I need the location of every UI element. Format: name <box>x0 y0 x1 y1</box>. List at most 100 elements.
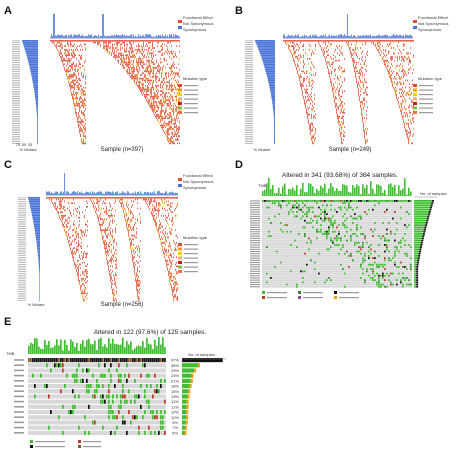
gene-label <box>245 62 253 63</box>
mutation-cell <box>362 76 363 78</box>
mutation-cell <box>335 68 336 71</box>
mutation-cell <box>74 52 75 55</box>
mutation-cell <box>137 247 138 250</box>
mutation-cell <box>107 40 108 42</box>
mutation-cell <box>164 43 165 46</box>
mutation-cell <box>340 86 341 89</box>
mutation-cell <box>156 197 157 199</box>
mutation-cell <box>74 261 75 264</box>
mutation-cell <box>171 256 172 259</box>
mutation-cell <box>78 269 79 271</box>
mutation-cell <box>79 254 80 257</box>
mutation-cell <box>353 61 354 64</box>
mutation-cell <box>84 292 85 295</box>
mutation-cell <box>305 52 306 55</box>
mutation-cell <box>106 234 107 237</box>
mutation-cell <box>386 67 387 69</box>
mutation-cell <box>178 131 179 134</box>
mutation-cell <box>311 74 312 76</box>
mutation-cell <box>85 128 86 130</box>
mutation-cell <box>171 88 172 91</box>
tmb-bar <box>368 35 369 38</box>
mutation-cell <box>68 58 69 60</box>
mutation-cell <box>310 122 311 125</box>
mutation-cell <box>66 65 67 67</box>
mutation-cell <box>169 276 170 278</box>
mutation-cell <box>171 83 172 85</box>
mutation-cell <box>388 50 389 53</box>
mutation-cell <box>122 63 123 66</box>
mutation-cell <box>170 128 171 130</box>
panel-b-xlabel: Sample (n=249) <box>329 147 372 153</box>
mutation-cell <box>315 40 316 42</box>
mutation-cell <box>87 229 88 232</box>
mutation-cell <box>303 81 304 84</box>
mutation-cell <box>83 101 84 103</box>
mutation-cell <box>291 52 292 55</box>
mutation-frequency-bar <box>274 130 275 132</box>
mutation-cell <box>313 137 314 139</box>
mutation-cell <box>76 40 77 42</box>
alteration-cell <box>316 202 318 205</box>
mutation-cell <box>366 86 367 89</box>
tmb-bar <box>80 192 81 195</box>
tmb-bar <box>75 34 76 38</box>
mutation-cell <box>96 207 97 210</box>
mutation-cell <box>174 130 175 132</box>
mutation-cell <box>66 56 67 58</box>
tmb-bar <box>147 191 148 195</box>
mutation-cell <box>150 197 151 199</box>
mutation-cell <box>336 97 337 100</box>
tmb-bar <box>166 191 167 195</box>
mutation-cell <box>161 215 162 217</box>
mutation-cell <box>138 261 139 264</box>
mutation-cell <box>76 231 77 233</box>
mutation-cell <box>412 40 413 42</box>
mutation-cell <box>76 270 77 273</box>
mutation-cell <box>172 52 173 55</box>
mutation-cell <box>153 86 154 89</box>
mutation-cell <box>115 227 116 230</box>
mutation-cell <box>133 249 134 251</box>
mutation-cell <box>142 52 143 55</box>
mutation-cell <box>84 104 85 107</box>
mutation-cell <box>143 56 144 58</box>
alteration-cell <box>332 200 334 202</box>
tmb-bar <box>124 192 125 195</box>
mutation-cell <box>170 206 171 208</box>
mutation-cell <box>115 209 116 212</box>
mutation-cell <box>75 267 76 269</box>
mutation-cell <box>301 83 302 85</box>
mutation-cell <box>144 197 145 199</box>
mutation-cell <box>359 85 360 87</box>
mutation-cell <box>114 279 115 282</box>
mutation-cell <box>150 104 151 107</box>
mutation-cell <box>78 233 79 235</box>
mutation-cell <box>139 79 140 82</box>
mutation-cell <box>81 54 82 57</box>
mutation-cell <box>391 58 392 60</box>
mutation-frequency-bar <box>29 202 40 205</box>
alteration-cell <box>404 200 406 202</box>
mutation-cell <box>72 229 73 232</box>
tmb-bar <box>99 192 100 195</box>
mutation-cell <box>403 115 404 118</box>
mutation-cell <box>309 77 310 80</box>
mutation-cell <box>412 83 413 85</box>
mutation-cell <box>130 238 131 241</box>
mutation-cell <box>389 72 390 75</box>
mutation-cell <box>62 40 63 42</box>
mutation-cell <box>73 40 74 42</box>
mutation-cell <box>292 45 293 48</box>
mutation-cell <box>101 211 102 214</box>
mutation-cell <box>87 270 88 273</box>
mutation-cell <box>166 88 167 91</box>
tmb-bar <box>334 190 336 196</box>
mutation-cell <box>158 113 159 116</box>
gene-label <box>12 49 20 51</box>
mutation-cell <box>327 45 328 48</box>
mutation-cell <box>150 209 151 212</box>
mutation-frequency-bar <box>36 245 40 248</box>
mutation-cell <box>75 70 76 73</box>
tmb-bar <box>119 193 120 195</box>
